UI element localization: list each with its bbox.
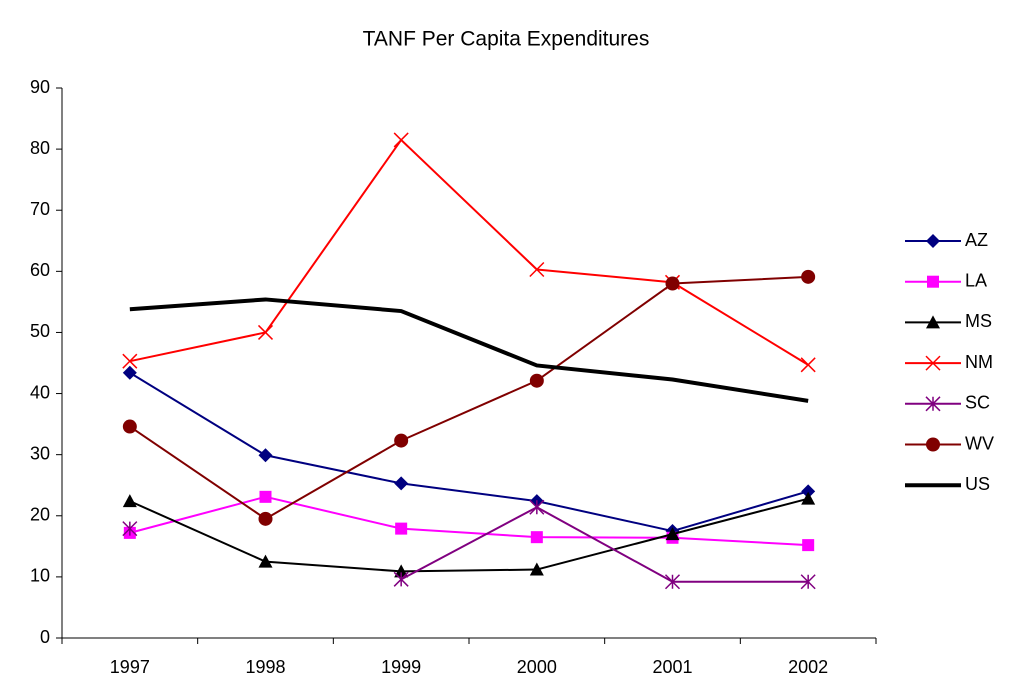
y-tick-label: 90 [30, 77, 50, 97]
marker [926, 437, 940, 452]
marker [926, 315, 940, 329]
legend-label: SC [965, 393, 990, 413]
marker [927, 275, 939, 288]
y-tick-label: 70 [30, 199, 50, 219]
marker [925, 396, 941, 412]
y-tick-label: 10 [30, 566, 50, 586]
marker [122, 494, 137, 508]
marker [122, 521, 138, 537]
series-line [129, 497, 809, 573]
series-line [129, 138, 809, 366]
marker [801, 484, 816, 499]
chart-title: TANF Per Capita Expenditures [363, 28, 650, 51]
marker [394, 564, 409, 578]
marker [802, 539, 815, 552]
y-tick-label: 20 [30, 505, 50, 525]
marker [257, 324, 274, 340]
series-line [129, 371, 809, 533]
legend-label: AZ [965, 230, 988, 250]
marker [801, 269, 816, 284]
marker [529, 499, 545, 515]
marker [122, 353, 138, 369]
legend-label: WV [965, 433, 994, 453]
marker [925, 355, 941, 371]
marker [530, 531, 543, 544]
marker [258, 511, 273, 526]
marker [529, 373, 544, 388]
x-tick-label: 1997 [110, 657, 150, 677]
marker [259, 490, 272, 503]
marker [395, 522, 408, 535]
marker [122, 419, 137, 434]
y-tick-label: 30 [30, 443, 50, 463]
x-tick-label: 1998 [245, 657, 285, 677]
y-tick-label: 50 [30, 321, 50, 341]
x-tick-label: 1999 [381, 657, 421, 677]
series-line [400, 506, 809, 583]
y-tick-label: 40 [30, 382, 50, 402]
x-tick-label: 2002 [788, 657, 828, 677]
marker [394, 433, 409, 448]
marker [122, 365, 137, 380]
marker [664, 574, 681, 590]
marker [258, 448, 273, 463]
series-line [129, 275, 809, 520]
marker [801, 491, 816, 505]
marker [258, 554, 273, 568]
x-tick-label: 2000 [517, 657, 557, 677]
y-tick-label: 0 [40, 627, 50, 647]
legend-label: NM [965, 352, 993, 372]
marker [800, 357, 816, 373]
marker [394, 476, 409, 491]
marker [529, 562, 544, 576]
marker [393, 571, 409, 587]
x-tick-label: 2001 [652, 657, 692, 677]
y-tick-label: 80 [30, 138, 50, 158]
marker [665, 276, 680, 291]
legend-label: LA [965, 270, 987, 290]
marker [393, 132, 409, 148]
marker [800, 574, 816, 590]
legend-label: US [965, 474, 990, 494]
series-line [129, 297, 809, 403]
y-tick-label: 60 [30, 260, 50, 280]
legend-label: MS [965, 311, 992, 331]
marker [926, 234, 940, 248]
marker [665, 527, 680, 541]
marker [529, 261, 545, 278]
